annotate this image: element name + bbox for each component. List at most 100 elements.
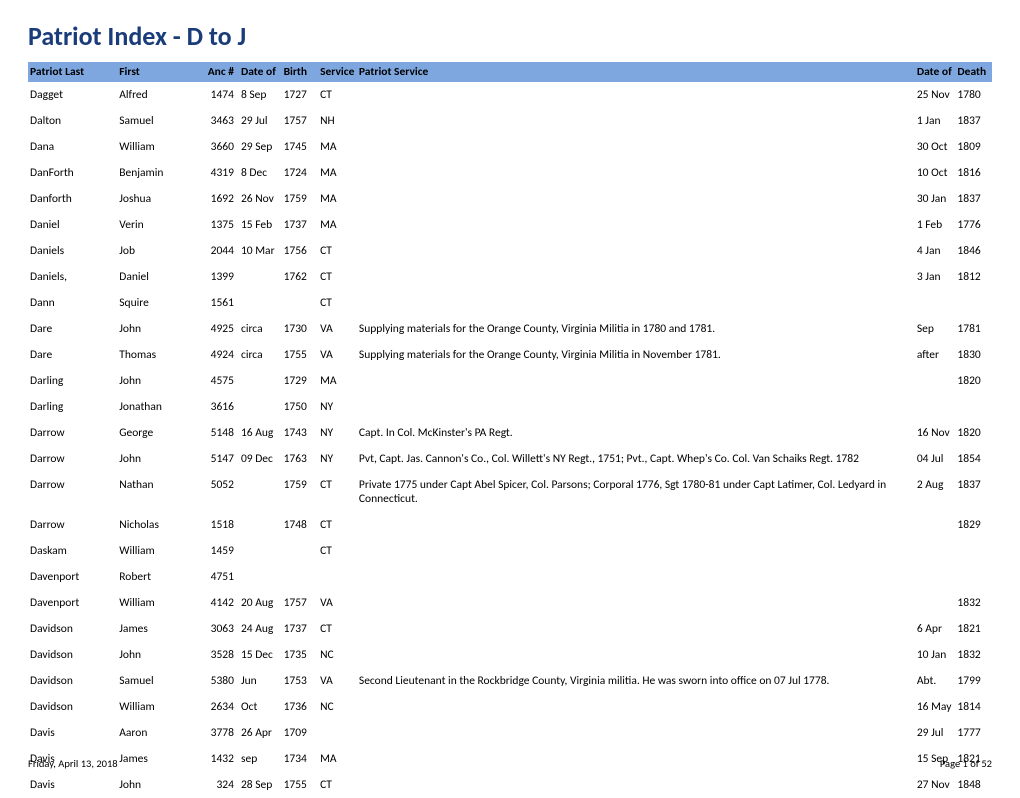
- cell-dob1: 8 Dec: [239, 160, 282, 186]
- cell-anc: 2634: [198, 694, 239, 720]
- cell-dod2: 1832: [955, 590, 992, 616]
- cell-dod2: [955, 394, 992, 420]
- patriot-table: Patriot Last First Anc # Date of Birth S…: [28, 62, 992, 798]
- table-row: DaskamWilliam1459CT: [28, 538, 992, 564]
- cell-last: Danforth: [28, 186, 117, 212]
- cell-last: Davenport: [28, 590, 117, 616]
- cell-last: Dalton: [28, 108, 117, 134]
- cell-psvc: Second Lieutenant in the Rockbridge Coun…: [357, 668, 915, 694]
- cell-anc: 4142: [198, 590, 239, 616]
- cell-anc: 4924: [198, 342, 239, 368]
- cell-svc: NC: [318, 694, 357, 720]
- cell-first: John: [117, 446, 198, 472]
- cell-dod1: after: [915, 342, 956, 368]
- table-row: Daniels,Daniel13991762CT3 Jan1812: [28, 264, 992, 290]
- cell-svc: CT: [318, 538, 357, 564]
- col-header-last: Patriot Last: [28, 62, 117, 82]
- col-header-first: First: [117, 62, 198, 82]
- cell-dob2: 1724: [282, 160, 319, 186]
- cell-dod1: [915, 368, 956, 394]
- cell-dod2: 1830: [955, 342, 992, 368]
- cell-psvc: Capt. In Col. McKinster's PA Regt.: [357, 420, 915, 446]
- cell-dod2: 1829: [955, 512, 992, 538]
- cell-svc: CT: [318, 82, 357, 108]
- cell-svc: MA: [318, 160, 357, 186]
- cell-last: DanForth: [28, 160, 117, 186]
- table-row: DarrowJohn514709 Dec1763NYPvt, Capt. Jas…: [28, 446, 992, 472]
- cell-last: Darrow: [28, 446, 117, 472]
- cell-svc: VA: [318, 668, 357, 694]
- cell-anc: 1474: [198, 82, 239, 108]
- cell-svc: CT: [318, 512, 357, 538]
- cell-dob1: circa: [239, 316, 282, 342]
- cell-dob1: 24 Aug: [239, 616, 282, 642]
- col-header-dod1: Date of: [915, 62, 956, 82]
- cell-anc: 5148: [198, 420, 239, 446]
- cell-dob1: [239, 290, 282, 316]
- cell-first: Joshua: [117, 186, 198, 212]
- cell-dob2: 1763: [282, 446, 319, 472]
- cell-first: William: [117, 538, 198, 564]
- cell-dod1: 30 Oct: [915, 134, 956, 160]
- cell-dob1: [239, 368, 282, 394]
- cell-dob2: 1727: [282, 82, 319, 108]
- cell-dob1: 15 Dec: [239, 642, 282, 668]
- cell-dob1: Oct: [239, 694, 282, 720]
- cell-last: Dann: [28, 290, 117, 316]
- cell-svc: NY: [318, 394, 357, 420]
- cell-first: George: [117, 420, 198, 446]
- cell-dob2: 1755: [282, 772, 319, 798]
- cell-last: Davidson: [28, 694, 117, 720]
- cell-dob1: 26 Nov: [239, 186, 282, 212]
- cell-dod1: 1 Feb: [915, 212, 956, 238]
- cell-dod2: [955, 538, 992, 564]
- cell-dod2: 1848: [955, 772, 992, 798]
- cell-dob1: [239, 472, 282, 512]
- cell-svc: CT: [318, 264, 357, 290]
- cell-dod1: 27 Nov: [915, 772, 956, 798]
- cell-dod2: 1814: [955, 694, 992, 720]
- cell-anc: 3063: [198, 616, 239, 642]
- cell-dob2: 1737: [282, 212, 319, 238]
- cell-psvc: [357, 394, 915, 420]
- cell-svc: MA: [318, 212, 357, 238]
- cell-anc: 5380: [198, 668, 239, 694]
- cell-dod2: [955, 290, 992, 316]
- table-row: DareThomas4924circa1755VASupplying mater…: [28, 342, 992, 368]
- cell-svc: MA: [318, 134, 357, 160]
- cell-psvc: [357, 290, 915, 316]
- cell-first: Alfred: [117, 82, 198, 108]
- cell-dob2: 1757: [282, 108, 319, 134]
- cell-dob1: 20 Aug: [239, 590, 282, 616]
- cell-anc: 1561: [198, 290, 239, 316]
- col-header-anc: Anc #: [198, 62, 239, 82]
- cell-dob2: 1755: [282, 342, 319, 368]
- table-row: DanForthBenjamin43198 Dec1724MA10 Oct181…: [28, 160, 992, 186]
- cell-last: Davenport: [28, 564, 117, 590]
- col-header-dod2: Death: [955, 62, 992, 82]
- cell-first: John: [117, 772, 198, 798]
- cell-last: Daskam: [28, 538, 117, 564]
- cell-first: William: [117, 590, 198, 616]
- cell-first: Nathan: [117, 472, 198, 512]
- cell-anc: 3660: [198, 134, 239, 160]
- table-row: DarlingJohn45751729MA1820: [28, 368, 992, 394]
- cell-dod2: [955, 564, 992, 590]
- cell-svc: NH: [318, 108, 357, 134]
- cell-dod1: [915, 394, 956, 420]
- cell-anc: 2044: [198, 238, 239, 264]
- table-row: DanielsJob204410 Mar1756CT4 Jan1846: [28, 238, 992, 264]
- cell-dob2: 1762: [282, 264, 319, 290]
- cell-dod1: 04 Jul: [915, 446, 956, 472]
- cell-anc: 3778: [198, 720, 239, 746]
- cell-dod2: 1780: [955, 82, 992, 108]
- table-row: DarrowNathan50521759CTPrivate 1775 under…: [28, 472, 992, 512]
- cell-first: Jonathan: [117, 394, 198, 420]
- col-header-svc: Service: [318, 62, 357, 82]
- cell-psvc: Supplying materials for the Orange Count…: [357, 316, 915, 342]
- cell-first: Robert: [117, 564, 198, 590]
- cell-dob2: 1759: [282, 472, 319, 512]
- cell-dod2: 1837: [955, 472, 992, 512]
- cell-dob2: [282, 290, 319, 316]
- cell-svc: VA: [318, 590, 357, 616]
